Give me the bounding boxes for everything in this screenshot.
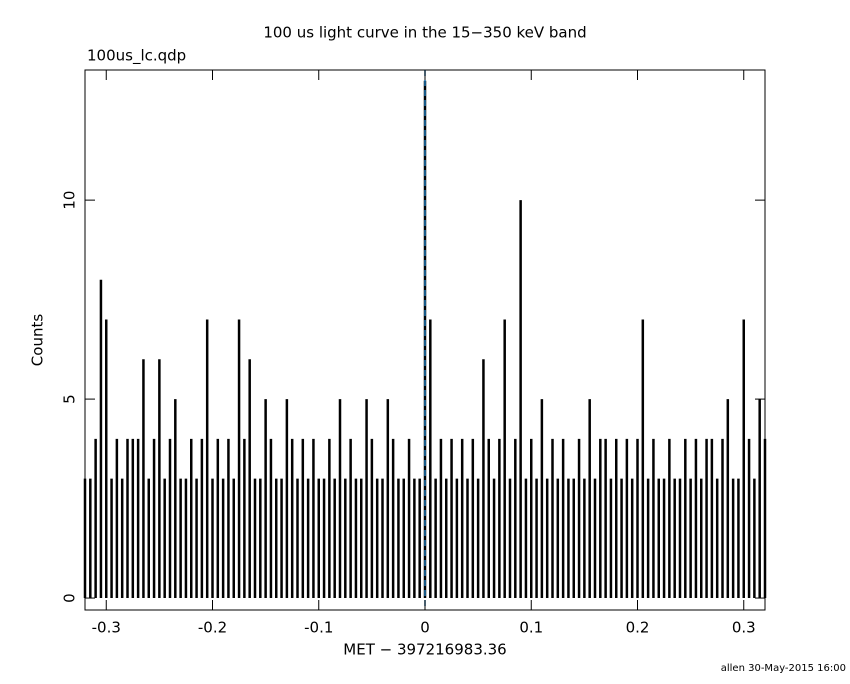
chart-subtitle: 100us_lc.qdp [87, 47, 186, 66]
chart-title: 100 us light curve in the 15−350 keV ban… [263, 24, 586, 42]
x-tick-label: 0.3 [732, 619, 756, 637]
y-tick-label: 5 [61, 394, 79, 404]
x-tick-label: -0.3 [92, 619, 121, 637]
x-tick-label: 0.2 [626, 619, 650, 637]
x-axis-label: MET − 397216983.36 [343, 641, 506, 659]
x-tick-label: -0.1 [304, 619, 333, 637]
x-tick-label: -0.2 [198, 619, 227, 637]
y-axis-label: Counts [29, 314, 47, 367]
footer: allen 30-May-2015 16:00 [721, 663, 846, 674]
x-tick-label: 0 [420, 619, 430, 637]
y-tick-label: 0 [61, 593, 79, 603]
y-tick-label: 10 [61, 191, 79, 210]
x-tick-label: 0.1 [519, 619, 543, 637]
